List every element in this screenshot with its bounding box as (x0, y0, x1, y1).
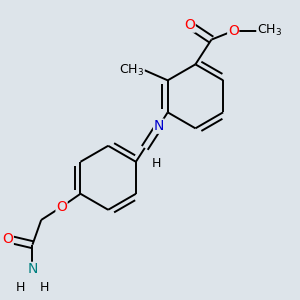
Text: CH$_3$: CH$_3$ (256, 23, 282, 38)
Text: N: N (27, 262, 38, 276)
Text: O: O (228, 24, 239, 38)
Text: H: H (152, 157, 161, 170)
Text: N: N (154, 119, 164, 133)
Text: H: H (39, 281, 49, 294)
Text: CH$_3$: CH$_3$ (119, 63, 144, 78)
Text: O: O (184, 18, 195, 32)
Text: O: O (56, 200, 67, 214)
Text: O: O (2, 232, 13, 246)
Text: H: H (16, 281, 26, 294)
